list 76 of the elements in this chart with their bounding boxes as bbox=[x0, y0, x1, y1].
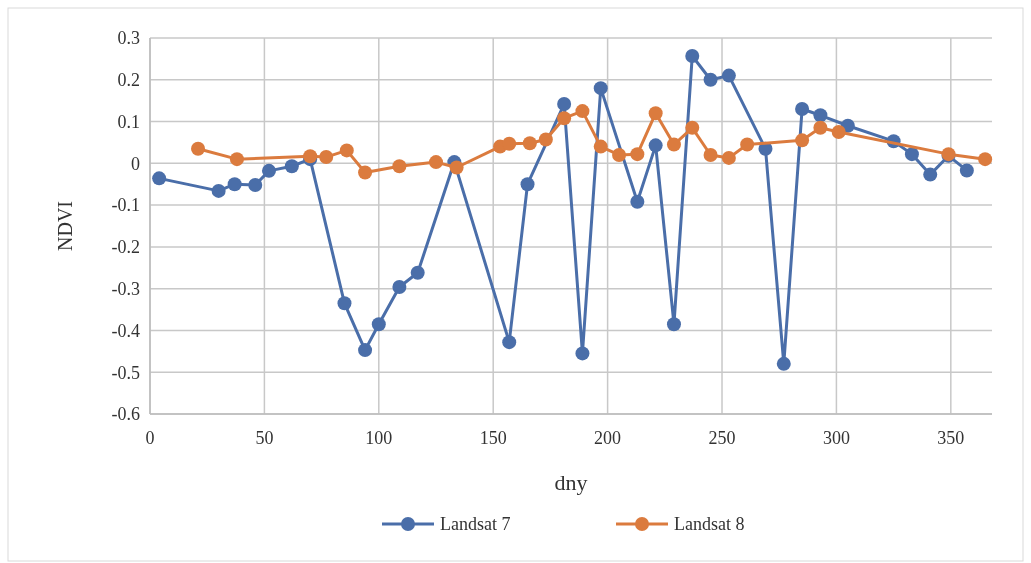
point bbox=[776, 356, 791, 371]
point bbox=[575, 346, 590, 361]
x-tick-label: 250 bbox=[708, 428, 736, 448]
point bbox=[703, 72, 718, 87]
point bbox=[666, 317, 681, 332]
point bbox=[284, 159, 299, 174]
point bbox=[410, 265, 425, 280]
point bbox=[557, 97, 572, 112]
point bbox=[721, 68, 736, 83]
point bbox=[904, 147, 919, 162]
point bbox=[685, 48, 700, 63]
point bbox=[371, 317, 386, 332]
y-tick-label: 0.2 bbox=[117, 70, 140, 91]
point bbox=[429, 155, 444, 170]
point bbox=[522, 136, 537, 151]
x-tick-label: 50 bbox=[255, 428, 274, 448]
point bbox=[229, 152, 244, 167]
point bbox=[557, 111, 572, 126]
point bbox=[831, 125, 846, 139]
point bbox=[211, 183, 226, 198]
point bbox=[319, 150, 334, 165]
point bbox=[612, 147, 627, 162]
y-tick-label: -0.4 bbox=[111, 320, 140, 341]
point bbox=[593, 81, 608, 96]
point bbox=[648, 106, 663, 121]
point bbox=[575, 104, 590, 119]
point bbox=[392, 280, 407, 294]
point bbox=[227, 177, 242, 192]
point bbox=[795, 102, 810, 117]
x-tick-label: 300 bbox=[822, 428, 850, 448]
point bbox=[630, 194, 645, 209]
point bbox=[959, 163, 974, 178]
x-tick-label: 150 bbox=[479, 428, 507, 448]
y-tick-label: -0.1 bbox=[111, 195, 140, 216]
point bbox=[740, 137, 755, 152]
point bbox=[685, 120, 700, 135]
point bbox=[703, 147, 718, 162]
y-tick-label: 0.1 bbox=[117, 111, 140, 132]
legend-label: Landsat 8 bbox=[674, 514, 745, 535]
x-tick-label: 0 bbox=[145, 428, 155, 448]
point bbox=[593, 139, 608, 154]
point bbox=[358, 343, 373, 358]
y-tick-label: 0.3 bbox=[117, 28, 140, 49]
point bbox=[648, 138, 663, 153]
point bbox=[191, 141, 206, 156]
point bbox=[538, 132, 553, 147]
point bbox=[923, 167, 938, 182]
point bbox=[449, 160, 464, 175]
point bbox=[337, 296, 352, 311]
point bbox=[358, 165, 373, 180]
y-tick-label: -0.2 bbox=[111, 237, 140, 258]
point bbox=[248, 178, 263, 193]
point bbox=[813, 120, 828, 135]
y-axis-title: NDVI bbox=[54, 201, 76, 251]
point bbox=[978, 152, 993, 167]
point bbox=[630, 147, 645, 162]
y-tick-label: -0.6 bbox=[111, 404, 140, 425]
point bbox=[502, 335, 517, 350]
x-tick-label: 350 bbox=[937, 428, 965, 448]
x-tick-label: 200 bbox=[594, 428, 622, 448]
y-tick-label: -0.3 bbox=[111, 278, 140, 299]
point bbox=[520, 177, 535, 192]
y-tick-label: 0 bbox=[131, 153, 140, 174]
point bbox=[502, 136, 517, 151]
point bbox=[152, 171, 167, 186]
y-tick-label: -0.5 bbox=[111, 362, 140, 383]
point bbox=[339, 143, 354, 158]
point bbox=[666, 137, 681, 152]
x-axis-title: dny bbox=[554, 470, 588, 495]
point bbox=[721, 150, 736, 165]
point bbox=[261, 163, 276, 178]
point bbox=[813, 108, 828, 123]
point bbox=[795, 133, 810, 148]
point bbox=[392, 159, 407, 174]
x-tick-label: 100 bbox=[365, 428, 393, 448]
legend-label: Landsat 7 bbox=[440, 514, 511, 535]
